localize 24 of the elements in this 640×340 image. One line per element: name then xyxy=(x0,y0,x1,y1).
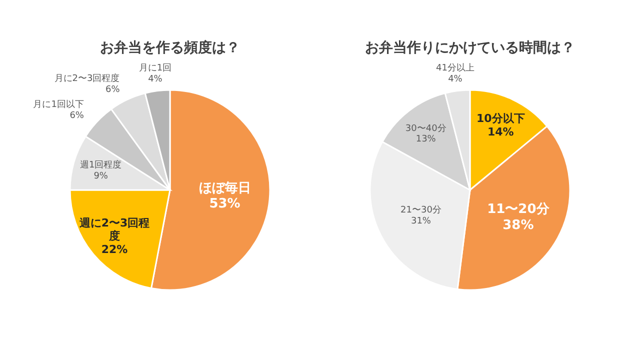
chart-title: お弁当作りにかけている時間は？ xyxy=(365,40,575,56)
data-label: 6% xyxy=(70,110,84,121)
data-label: 6% xyxy=(105,84,120,95)
data-label: 14% xyxy=(487,125,514,138)
slice-label: 21〜30分 xyxy=(400,204,442,216)
slice-label: 月に2〜3回程度 xyxy=(54,72,120,84)
data-label: 53% xyxy=(209,196,240,212)
data-label: 13% xyxy=(416,134,436,145)
data-label: 4% xyxy=(148,74,163,84)
slice-label: 月に1回 xyxy=(138,64,172,74)
data-label: 22% xyxy=(101,242,128,256)
slice-label: 週に2〜3回程度 xyxy=(78,216,150,243)
slice-label: ほぼ毎日 xyxy=(198,180,251,196)
slice-label: 41分以上 xyxy=(436,62,474,74)
slice-label: 11〜20分 xyxy=(487,202,550,218)
slice-label: 10分以下 xyxy=(476,112,525,126)
data-label: 4% xyxy=(448,74,463,84)
slice-label: 月に1回以下 xyxy=(33,98,84,110)
data-label: 38% xyxy=(502,218,534,233)
data-label: 31% xyxy=(410,216,432,227)
slice-label: 週1回程度 xyxy=(80,160,122,171)
slice-label: 30〜40分 xyxy=(405,122,446,134)
data-label: 9% xyxy=(94,171,108,182)
chart-title: お弁当を作る頻度は？ xyxy=(100,39,240,56)
